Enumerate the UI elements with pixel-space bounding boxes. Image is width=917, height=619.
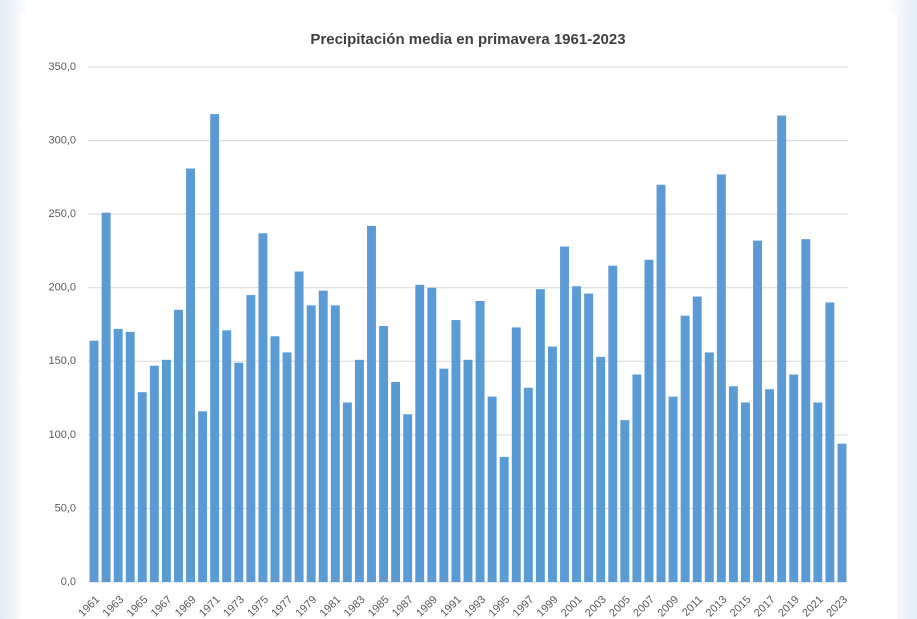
bar bbox=[572, 286, 582, 582]
bar bbox=[367, 225, 376, 582]
bar bbox=[499, 456, 509, 582]
bar bbox=[306, 305, 316, 582]
bar bbox=[354, 359, 364, 582]
bar bbox=[318, 290, 328, 582]
bar bbox=[342, 402, 352, 582]
bar bbox=[740, 402, 750, 582]
bar bbox=[813, 402, 823, 582]
bar bbox=[511, 327, 521, 582]
bar bbox=[765, 389, 775, 582]
y-tick-label: 100,0 bbox=[48, 429, 76, 441]
bar bbox=[258, 233, 268, 582]
bar bbox=[801, 239, 811, 582]
bar bbox=[789, 374, 799, 582]
bar bbox=[198, 411, 208, 582]
y-tick-label: 200,0 bbox=[48, 282, 76, 294]
bar bbox=[753, 240, 762, 582]
bar bbox=[584, 293, 594, 582]
bar bbox=[282, 352, 292, 582]
bar bbox=[149, 365, 159, 582]
bar bbox=[523, 387, 533, 582]
bar bbox=[825, 302, 835, 582]
bar bbox=[620, 420, 630, 582]
y-tick-label: 50,0 bbox=[55, 502, 76, 514]
bar bbox=[125, 331, 135, 582]
y-tick-label: 300,0 bbox=[48, 134, 76, 146]
bar bbox=[680, 315, 690, 582]
bar bbox=[186, 168, 196, 582]
bar bbox=[475, 300, 485, 582]
bar bbox=[596, 356, 606, 582]
bar bbox=[716, 174, 726, 582]
y-tick-label: 350,0 bbox=[48, 61, 76, 73]
bar bbox=[330, 305, 340, 582]
bar bbox=[427, 287, 437, 582]
bar bbox=[246, 295, 256, 582]
bar bbox=[161, 359, 171, 582]
bar bbox=[656, 184, 666, 582]
bar bbox=[535, 289, 545, 582]
bar bbox=[270, 336, 280, 582]
bar bbox=[560, 246, 569, 582]
bar bbox=[222, 330, 232, 582]
bar bbox=[391, 381, 401, 582]
bar bbox=[632, 374, 642, 582]
bar bbox=[644, 259, 654, 582]
bar bbox=[837, 443, 847, 582]
bar bbox=[487, 396, 497, 582]
bar bbox=[415, 284, 425, 582]
bar bbox=[403, 414, 413, 582]
bar bbox=[777, 115, 787, 583]
y-tick-label: 0,0 bbox=[61, 576, 76, 588]
bar bbox=[174, 309, 183, 582]
bar bbox=[210, 114, 220, 582]
chart-title: Precipitación media en primavera 1961-20… bbox=[310, 31, 625, 48]
bar bbox=[113, 328, 123, 582]
bar bbox=[728, 386, 738, 582]
bar bbox=[294, 271, 304, 582]
bar bbox=[451, 320, 461, 582]
bar bbox=[101, 212, 111, 582]
bar bbox=[704, 352, 714, 582]
bar bbox=[89, 340, 99, 582]
bar bbox=[137, 392, 147, 582]
bar bbox=[692, 296, 702, 582]
bar bbox=[234, 362, 244, 582]
bar bbox=[379, 325, 389, 582]
bar bbox=[547, 346, 557, 582]
bar bbox=[608, 265, 618, 582]
bar bbox=[463, 359, 473, 582]
y-tick-label: 250,0 bbox=[48, 208, 76, 220]
bar bbox=[668, 396, 678, 582]
bar bbox=[439, 368, 449, 582]
y-tick-label: 150,0 bbox=[48, 355, 76, 367]
